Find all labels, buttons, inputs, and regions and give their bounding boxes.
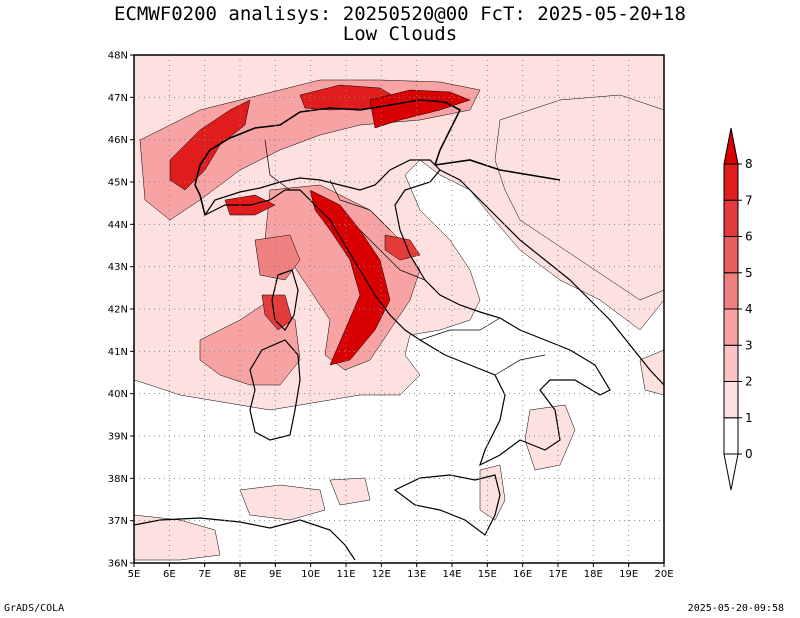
latitude-labels: 48N 47N 46N 45N 44N 43N 42N 41N 40N 39N 38N 37N 36N <box>108 51 134 570</box>
border-france <box>194 184 206 216</box>
lat-label: 37N <box>108 516 128 527</box>
regional-borders <box>264 139 546 376</box>
cloud-core-alps-west <box>169 99 251 191</box>
coastline-italy <box>203 159 611 467</box>
colorbar-label: 2 <box>745 375 753 389</box>
footer-credit: GrADS/COLA <box>4 603 65 614</box>
lon-label: 15E <box>478 569 497 580</box>
lon-label: 13E <box>407 569 426 580</box>
lon-label: 11E <box>336 569 355 580</box>
cloud-patch-south-3 <box>134 514 221 561</box>
colorbar-label: 7 <box>745 193 753 207</box>
lat-label: 36N <box>108 559 128 570</box>
region-border-1 <box>264 139 291 191</box>
lon-label: 7E <box>198 569 211 580</box>
lon-label: 9E <box>269 569 282 580</box>
colorbar-segment <box>723 381 739 419</box>
colorbar-segment <box>723 236 739 274</box>
cloud-area-balkans <box>494 94 664 301</box>
colorbar-arrow-bottom <box>723 453 739 491</box>
lat-label: 48N <box>108 51 128 62</box>
colorbar-label: 5 <box>745 266 753 280</box>
colorbar-label: 3 <box>745 338 753 352</box>
lon-label: 19E <box>619 569 638 580</box>
lon-label: 20E <box>654 569 673 580</box>
border-alps <box>194 99 462 186</box>
lon-label: 16E <box>513 569 532 580</box>
colorbar-label: 1 <box>745 411 753 425</box>
coastline-sardinia <box>249 339 301 441</box>
region-border-3 <box>359 229 426 281</box>
grid-lines <box>134 55 664 563</box>
cloud-field <box>134 55 664 561</box>
colorbar-segment <box>723 272 739 310</box>
lat-label: 40N <box>108 389 128 400</box>
lon-label: 17E <box>548 569 567 580</box>
cloud-patch-south-4 <box>479 464 506 521</box>
border-slovenia-croatia <box>434 159 561 181</box>
region-border-2 <box>329 179 391 231</box>
colorbar-label: 0 <box>745 447 753 461</box>
lat-label: 45N <box>108 178 128 189</box>
region-border-4 <box>419 317 501 341</box>
colorbar-segment <box>723 344 739 382</box>
cloud-core-abruzzo <box>384 234 421 261</box>
cloud-patch-south-2 <box>239 484 326 521</box>
colorbar-segment <box>723 308 739 346</box>
longitude-labels: 5E 6E 7E 8E 9E 10E 11E 12E 13E 14E 15E 16E 17E 18E 19E… <box>128 563 674 580</box>
cloud-patch-south-1 <box>524 404 576 471</box>
colorbar-label: 6 <box>745 230 753 244</box>
lon-label: 8E <box>234 569 247 580</box>
colorbar-label: 4 <box>745 302 753 316</box>
map-title-line1: ECMWF0200 analisys: 20250520@00 FcT: 202… <box>114 3 686 25</box>
colorbar-segment <box>723 417 739 455</box>
lat-label: 44N <box>108 220 128 231</box>
colorbar: 0 1 2 3 4 5 6 7 8 <box>723 127 753 491</box>
lat-label: 41N <box>108 347 128 358</box>
lat-label: 39N <box>108 432 128 443</box>
coastline-africa <box>134 517 356 561</box>
lat-label: 38N <box>108 474 128 485</box>
lon-label: 18E <box>584 569 603 580</box>
coastline-corsica <box>271 269 299 331</box>
colorbar-segment <box>723 199 739 237</box>
borders <box>194 99 561 216</box>
colorbar-label: 8 <box>745 157 753 171</box>
colorbar-segment <box>723 163 739 201</box>
cloud-patch-south-5 <box>329 477 371 506</box>
footer-timestamp: 2025-05-20-09:58 <box>687 603 784 614</box>
cloud-core-sardinia <box>261 294 293 331</box>
lon-label: 12E <box>372 569 391 580</box>
region-border-5 <box>494 354 546 376</box>
lon-label: 5E <box>128 569 141 580</box>
lat-label: 46N <box>108 135 128 146</box>
lon-label: 10E <box>301 569 320 580</box>
lat-label: 43N <box>108 262 128 273</box>
colorbar-arrow-top <box>723 127 739 165</box>
lon-label: 14E <box>442 569 461 580</box>
lat-label: 42N <box>108 305 128 316</box>
lat-label: 47N <box>108 93 128 104</box>
coastline-sicily <box>393 474 501 536</box>
cloud-core-apennines <box>309 189 391 366</box>
map-title-line2: Low Clouds <box>342 23 458 45</box>
lon-label: 6E <box>163 569 176 580</box>
